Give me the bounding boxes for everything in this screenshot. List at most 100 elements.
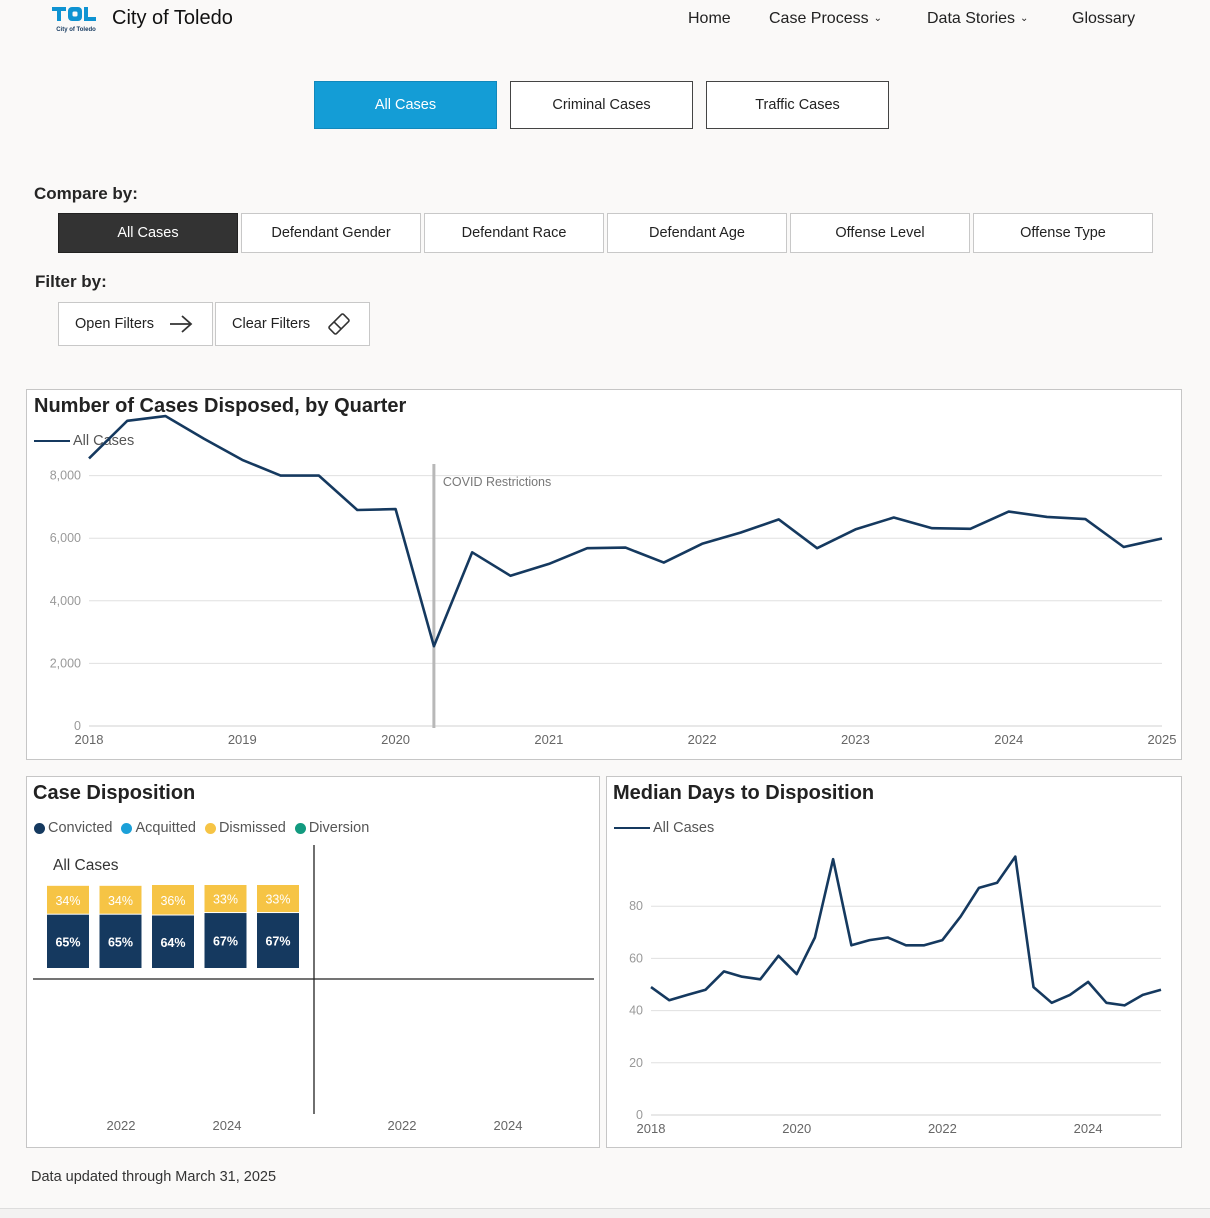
nav-glossary-label: Glossary [1072, 10, 1136, 27]
legend-dot [204, 822, 216, 834]
compare-option-label: Offense Type [1020, 225, 1106, 241]
legend-label: All Cases [653, 820, 715, 836]
legend-item-convicted[interactable]: Convicted [34, 820, 112, 836]
x-tick-label: 2022 [928, 1121, 957, 1136]
logo-mark: City of Toledo [52, 7, 96, 33]
compare-defendant-race[interactable]: Defendant Race [424, 213, 604, 253]
tab-criminal-cases[interactable]: Criminal Cases [510, 81, 693, 129]
chevron-down-icon: ⌄ [873, 13, 882, 24]
tab-traffic-cases[interactable]: Traffic Cases [706, 81, 889, 129]
data-label-dismissed: 36% [160, 894, 185, 908]
data-label-convicted: 65% [55, 935, 80, 949]
legend-label: All Cases [73, 433, 135, 449]
city-logo[interactable]: City of Toledo [52, 6, 100, 34]
compare-all-cases[interactable]: All Cases [58, 213, 238, 253]
median-days-chart[interactable]: 0 20 40 60 80 2018 2020 2022 2024 [607, 777, 1181, 1147]
case-disposition-chart[interactable]: All Cases 34% 65% 34% 65% 36% 64% 33% 67% 33% 67% 2… [27, 777, 599, 1147]
legend-item-acquitted[interactable]: Acquitted [121, 820, 196, 836]
tab-all-cases[interactable]: All Cases [314, 81, 497, 129]
y-tick-label: 20 [629, 1056, 643, 1070]
x-tick-label: 2024 [1074, 1121, 1103, 1136]
bar-segment-convicted [99, 914, 142, 968]
logo-subtext: City of Toledo [56, 27, 96, 33]
data-label-dismissed: 34% [108, 894, 133, 908]
x-tick-label: 2024 [213, 1118, 242, 1133]
compare-defendant-age[interactable]: Defendant Age [607, 213, 787, 253]
legend-line-swatch [34, 439, 70, 443]
data-label-convicted: 67% [265, 935, 290, 949]
nav-home-label: Home [688, 10, 731, 27]
y-tick-label: 4,000 [50, 594, 81, 608]
x-tick-label: 2024 [994, 732, 1023, 747]
arrow-right-icon [169, 315, 193, 333]
compare-offense-type[interactable]: Offense Type [973, 213, 1153, 253]
data-updated-note: Data updated through March 31, 2025 [31, 1169, 277, 1185]
x-tick-label: 2020 [782, 1121, 811, 1136]
series-line-all-cases [88, 414, 1163, 648]
nav-case-process-label: Case Process [769, 10, 869, 27]
bar-segment-convicted [47, 914, 89, 968]
legend-label: Dismissed [218, 820, 286, 836]
clear-filters-button[interactable]: Clear Filters [215, 302, 370, 346]
y-tick-label: 6,000 [50, 531, 81, 545]
chart-legend: Convicted Acquitted Dismissed Diversion [34, 820, 378, 836]
clear-filters-label: Clear Filters [232, 316, 311, 332]
legend-dot [121, 822, 133, 834]
y-tick-label: 8,000 [50, 469, 81, 483]
bar-segment-convicted [204, 913, 247, 968]
y-tick-label: 80 [629, 899, 643, 913]
cases-disposed-panel: Number of Cases Disposed, by Quarter All… [26, 389, 1182, 760]
filter-by-label: Filter by: [35, 272, 107, 291]
chart-legend: All Cases [614, 820, 714, 836]
compare-option-label: Defendant Gender [271, 225, 391, 241]
bar-segment-dismissed [47, 885, 89, 914]
data-label-convicted: 64% [160, 936, 185, 950]
compare-defendant-gender[interactable]: Defendant Gender [241, 213, 421, 253]
legend-dot [294, 822, 306, 834]
x-tick-label: 2021 [534, 732, 563, 747]
bottom-bar [0, 1208, 1210, 1218]
x-tick-label: 2019 [228, 732, 257, 747]
bar-segment-convicted [257, 913, 299, 968]
x-tick-label: 2020 [381, 732, 410, 747]
median-days-panel: Median Days to Disposition All Cases 0 20… [606, 776, 1182, 1148]
tab-label: Criminal Cases [552, 97, 651, 113]
y-tick-label: 40 [629, 1004, 643, 1018]
x-tick-label: 2025 [1148, 732, 1177, 747]
compare-by-label: Compare by: [34, 184, 138, 203]
x-tick-label: 2022 [388, 1118, 417, 1133]
chevron-down-icon: ⌄ [1020, 13, 1029, 24]
x-tick-label: 2018 [637, 1121, 666, 1136]
bar-segment-dismissed [99, 885, 142, 914]
nav-home[interactable]: Home [688, 10, 731, 28]
open-filters-button[interactable]: Open Filters [58, 302, 213, 346]
legend-dot [34, 822, 45, 834]
brand-title[interactable]: City of Toledo [112, 7, 233, 29]
cases-disposed-chart[interactable]: 0 2,000 4,000 6,000 8,000 2018 2019 2020 2021 202… [27, 390, 1181, 759]
y-tick-label: 2,000 [50, 656, 81, 670]
legend-item-dismissed[interactable]: Dismissed [204, 820, 286, 836]
chart-title: Case Disposition [33, 782, 196, 804]
nav-case-process[interactable]: Case Process ⌄ [769, 10, 882, 28]
data-label-dismissed: 34% [55, 894, 80, 908]
open-filters-label: Open Filters [75, 316, 154, 332]
compare-option-label: Offense Level [835, 225, 925, 241]
x-tick-label: 2022 [107, 1118, 136, 1133]
bar-segment-dismissed [152, 885, 194, 915]
legend-label: Diversion [308, 820, 370, 836]
bar-segment-convicted [152, 915, 194, 968]
annotation-label: COVID Restrictions [443, 475, 551, 489]
nav-glossary[interactable]: Glossary [1072, 10, 1135, 28]
legend-item-diversion[interactable]: Diversion [294, 820, 370, 836]
legend-label: Acquitted [135, 820, 196, 836]
x-tick-label: 2024 [494, 1118, 523, 1133]
y-tick-label: 0 [74, 719, 81, 733]
nav-data-stories[interactable]: Data Stories ⌄ [927, 10, 1028, 28]
compare-offense-level[interactable]: Offense Level [790, 213, 970, 253]
nav-data-stories-label: Data Stories [927, 10, 1016, 27]
data-label-dismissed: 33% [213, 893, 238, 907]
small-multiple-label: All Cases [53, 857, 119, 874]
bar-segment-dismissed [257, 885, 299, 913]
series-line-all-cases [650, 855, 1162, 1007]
x-tick-label: 2023 [841, 732, 870, 747]
